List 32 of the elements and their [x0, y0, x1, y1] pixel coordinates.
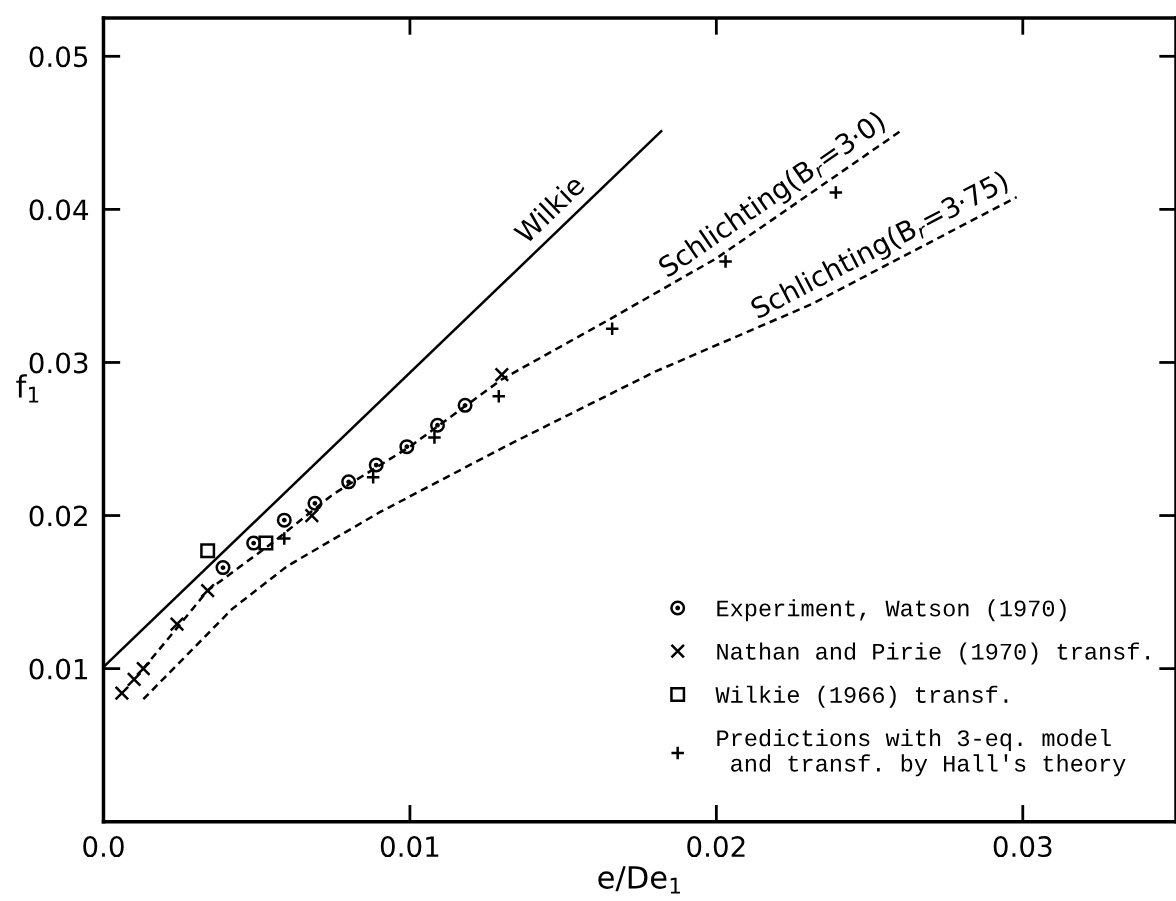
y-tick-label: 0.04	[29, 199, 89, 221]
point	[114, 685, 130, 701]
y-axis-title: f$_{1}$	[16, 374, 39, 403]
legend-label: Experiment, Watson (1970)	[717, 599, 1066, 622]
point	[135, 661, 151, 677]
x-tick-label: 0.02	[687, 836, 745, 858]
x-tick-label: 0.01	[380, 836, 439, 858]
point	[430, 417, 445, 433]
point	[304, 508, 320, 524]
point	[126, 671, 142, 687]
y-tick-label: 0.01	[29, 658, 88, 680]
y-tick-label: 0.03	[29, 352, 88, 374]
point	[200, 583, 216, 599]
point	[200, 543, 216, 559]
point	[169, 616, 185, 632]
point	[341, 474, 357, 490]
y-tick-label: 0.05	[29, 46, 88, 68]
x-tick-label: 0.03	[993, 836, 1052, 858]
y-tick-label: 0.02	[29, 505, 87, 527]
point	[457, 397, 473, 413]
point	[276, 512, 292, 528]
legend-label: Nathan and Pirie (1970) transf.	[717, 642, 1149, 665]
x-tick-label: 0.0	[83, 836, 124, 858]
point	[399, 439, 415, 455]
point	[494, 367, 510, 383]
point	[368, 457, 384, 473]
legend-label: Wilkie (1966) transf.	[715, 685, 1008, 708]
point	[307, 495, 323, 511]
point	[215, 560, 231, 576]
point	[258, 535, 274, 551]
x-axis-title: e/De$_{1}$	[598, 866, 681, 894]
legend-label: Predictions with 3-eq. model and transf. by Hall's theory	[717, 728, 1126, 777]
